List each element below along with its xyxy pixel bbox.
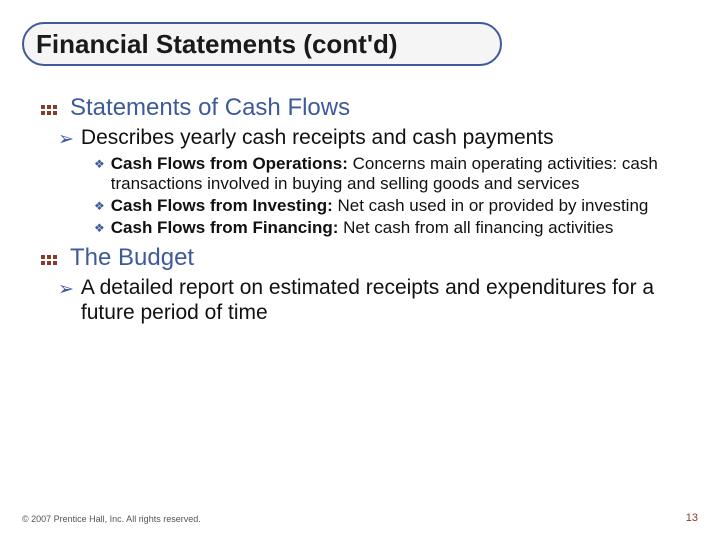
level2-rest: Net cash used in or provided by investin… xyxy=(333,196,649,215)
slide-title: Financial Statements (cont'd) xyxy=(36,29,398,60)
diamond-bullet-icon: ❖ xyxy=(94,157,105,171)
level1-item: ➢ A detailed report on estimated receipts… xyxy=(58,276,690,326)
level1-text: A detailed report on estimated receipts … xyxy=(81,276,690,326)
slide-title-box: Financial Statements (cont'd) xyxy=(22,22,502,66)
diamond-bullet-icon: ❖ xyxy=(94,199,105,213)
arrow-bullet-icon: ➢ xyxy=(58,278,74,301)
level2-text: Cash Flows from Operations: Concerns mai… xyxy=(111,154,690,194)
section-heading: The Budget xyxy=(40,244,690,272)
slide-content: Statements of Cash Flows ➢ Describes yearl… xyxy=(40,88,690,329)
bullet-dots-icon xyxy=(40,254,62,266)
section-heading-text: The Budget xyxy=(70,244,194,272)
level2-rest: Net cash from all financing activities xyxy=(338,218,613,237)
level2-bold: Cash Flows from Financing: xyxy=(111,218,339,237)
slide-footer: © 2007 Prentice Hall, Inc. All rights re… xyxy=(22,512,698,524)
level2-bold: Cash Flows from Operations: xyxy=(111,154,348,173)
level2-text: Cash Flows from Financing: Net cash from… xyxy=(111,218,614,238)
level2-item: ❖ Cash Flows from Operations: Concerns ma… xyxy=(94,154,690,194)
bullet-dots-icon xyxy=(40,104,62,116)
level2-text: Cash Flows from Investing: Net cash used… xyxy=(111,196,649,216)
slide: Financial Statements (cont'd) Statements… xyxy=(0,0,720,540)
level1-item: ➢ Describes yearly cash receipts and cash… xyxy=(58,126,690,151)
arrow-bullet-icon: ➢ xyxy=(58,128,74,151)
diamond-bullet-icon: ❖ xyxy=(94,221,105,235)
section-heading-text: Statements of Cash Flows xyxy=(70,94,350,122)
footer-copyright: © 2007 Prentice Hall, Inc. All rights re… xyxy=(22,514,201,524)
footer-pagenum: 13 xyxy=(686,512,698,524)
level1-text: Describes yearly cash receipts and cash … xyxy=(81,126,554,151)
level2-bold: Cash Flows from Investing: xyxy=(111,196,333,215)
level2-item: ❖ Cash Flows from Financing: Net cash fro… xyxy=(94,218,690,238)
section-heading: Statements of Cash Flows xyxy=(40,94,690,122)
level2-item: ❖ Cash Flows from Investing: Net cash use… xyxy=(94,196,690,216)
